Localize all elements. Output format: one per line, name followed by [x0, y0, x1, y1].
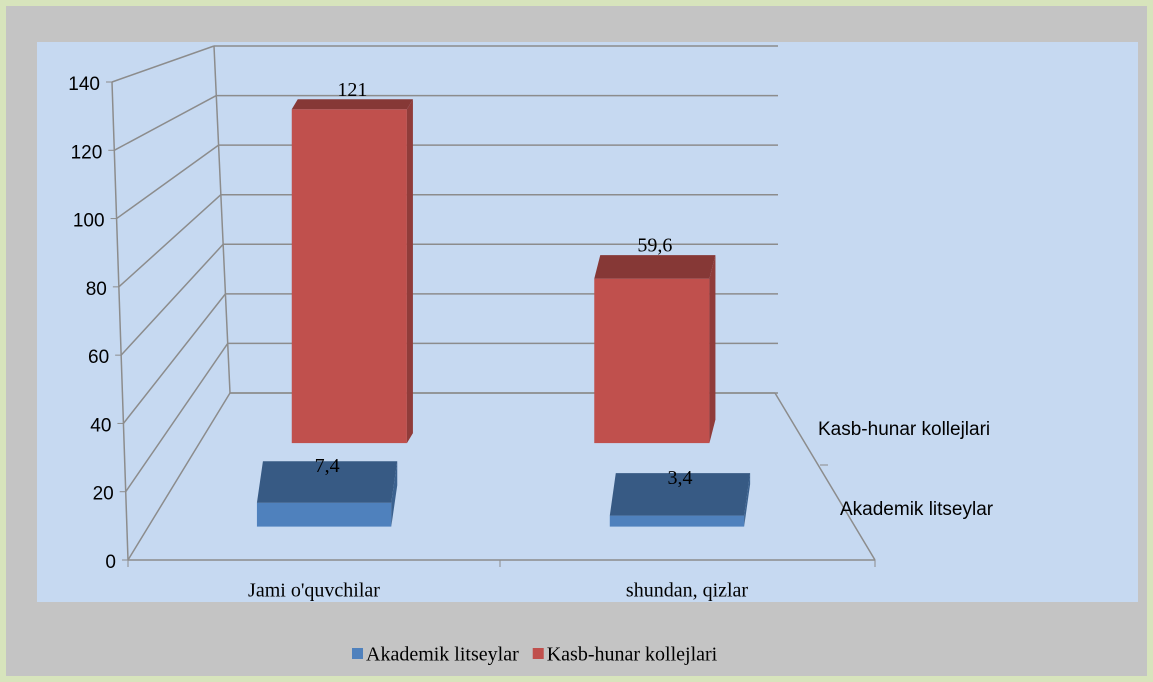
- x-tick-label: Jami o'quvchilar: [248, 580, 380, 602]
- y-tick-label: 40: [90, 415, 111, 436]
- grid-line: [111, 45, 215, 83]
- bar-face: [291, 99, 413, 110]
- y-axis: [111, 81, 129, 561]
- bar: [594, 255, 716, 444]
- grid-line: [116, 144, 220, 220]
- grid-line: [118, 194, 222, 288]
- x-tick-label: shundan, qizlar: [626, 580, 749, 602]
- grid-line: [120, 243, 224, 356]
- y-tick-label: 0: [105, 552, 116, 573]
- bar-face: [709, 255, 716, 444]
- grid-line: [127, 392, 231, 561]
- legend-swatch: [352, 648, 363, 659]
- y-tick-label: 140: [68, 74, 100, 95]
- bar-face: [594, 255, 716, 279]
- back-axis: [213, 45, 231, 394]
- data-label: 59,6: [637, 235, 672, 257]
- y-tick-label: 20: [93, 484, 114, 505]
- bar-face: [256, 461, 398, 503]
- floor-right: [774, 392, 876, 561]
- grid-line: [113, 94, 217, 151]
- bar: [291, 99, 413, 444]
- depth-label: Akademik litseylar: [840, 499, 994, 520]
- data-label: 3,4: [667, 467, 692, 489]
- bar-face: [391, 461, 398, 527]
- y-tick-label: 100: [73, 211, 105, 232]
- bar-face: [744, 473, 751, 527]
- y-tick-label: 120: [71, 142, 103, 163]
- bar-face: [406, 99, 413, 444]
- bar-face: [609, 473, 751, 516]
- bar: [609, 473, 751, 527]
- depth-label: Kasb-hunar kollejlari: [818, 419, 990, 440]
- y-tick-label: 80: [86, 279, 107, 300]
- grid-line: [122, 293, 227, 424]
- grid-line: [125, 343, 229, 493]
- bar: [256, 461, 398, 527]
- y-tick-label: 60: [88, 347, 109, 368]
- bar-face: [256, 502, 392, 527]
- bar-face: [291, 109, 407, 444]
- data-label: 121: [337, 79, 367, 101]
- legend-label: Akademik litseylar: [366, 644, 519, 666]
- bar-face: [594, 278, 710, 444]
- bar-face: [609, 515, 745, 527]
- plot-area: [37, 42, 1138, 602]
- legend-label: Kasb-hunar kollejlari: [547, 644, 718, 666]
- legend-swatch: [532, 648, 544, 659]
- data-label: 7,4: [315, 455, 340, 477]
